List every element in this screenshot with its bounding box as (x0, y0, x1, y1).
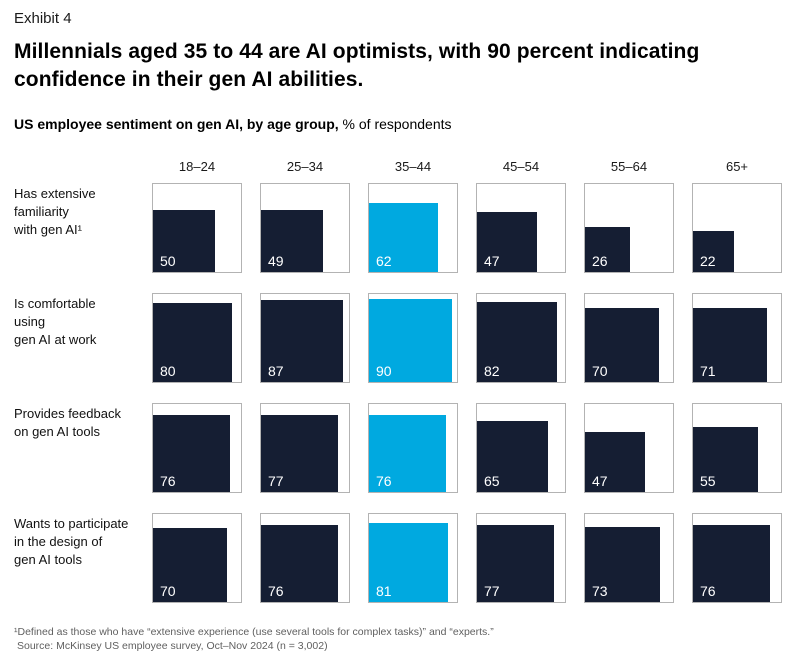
chart-cell: 77 (260, 403, 350, 493)
value-square: 87 (261, 299, 344, 382)
row-label: Wants to participate in the design of ge… (14, 516, 129, 567)
row-label: Provides feedback on gen AI tools (14, 406, 121, 439)
value-label: 50 (160, 253, 176, 269)
chart-cell: 82 (476, 293, 566, 383)
value-square: 26 (585, 227, 630, 272)
chart-cell: 76 (368, 403, 458, 493)
value-square: 55 (693, 426, 759, 492)
page-title: Millennials aged 35 to 44 are AI optimis… (14, 40, 700, 91)
chart-cell: 76 (692, 513, 782, 603)
subtitle-unit: % of respondents (338, 116, 452, 132)
age-group-headers: 18–24 25–34 35–44 45–54 55–64 65+ (14, 158, 786, 175)
chart-cell: 47 (476, 183, 566, 273)
chart-cell: 70 (584, 293, 674, 383)
value-square: 90 (369, 298, 453, 382)
value-label: 62 (376, 253, 392, 269)
subtitle-bold: US employee sentiment on gen AI, by age … (14, 116, 339, 132)
chart-cell: 76 (152, 403, 242, 493)
age-group-header: 55–64 (610, 159, 648, 174)
value-square: 77 (477, 524, 555, 602)
value-label: 71 (700, 363, 716, 379)
value-label: 73 (592, 583, 608, 599)
row-label: Is comfortable using gen AI at work (14, 296, 97, 347)
chart-cell: 76 (260, 513, 350, 603)
value-square: 81 (369, 522, 449, 602)
chart-cell: 22 (692, 183, 782, 273)
value-label: 77 (484, 583, 500, 599)
value-square: 80 (153, 303, 232, 382)
value-square: 62 (369, 202, 439, 272)
chart-grid: Has extensive familiarity with gen AI¹ 50… (14, 183, 786, 603)
value-square: 73 (585, 526, 661, 602)
value-square: 47 (585, 431, 646, 492)
value-label: 87 (268, 363, 284, 379)
value-label: 47 (592, 473, 608, 489)
value-label: 70 (592, 363, 608, 379)
chart-cell: 49 (260, 183, 350, 273)
value-label: 22 (700, 253, 716, 269)
value-label: 55 (700, 473, 716, 489)
value-label: 81 (376, 583, 392, 599)
value-label: 76 (160, 473, 176, 489)
chart-cell: 55 (692, 403, 782, 493)
value-square: 71 (693, 307, 768, 382)
value-label: 77 (268, 473, 284, 489)
chart-cell: 47 (584, 403, 674, 493)
chart-subtitle: US employee sentiment on gen AI, by age … (14, 116, 786, 133)
value-square: 70 (153, 528, 227, 602)
row-label: Has extensive familiarity with gen AI¹ (14, 186, 96, 237)
value-square: 47 (477, 211, 538, 272)
value-square: 70 (585, 308, 659, 382)
value-label: 90 (376, 363, 392, 379)
value-label: 76 (268, 583, 284, 599)
value-label: 76 (700, 583, 716, 599)
chart-cell: 70 (152, 513, 242, 603)
chart-cell: 73 (584, 513, 674, 603)
source-note: Source: McKinsey US employee survey, Oct… (17, 640, 328, 652)
chart-cell: 26 (584, 183, 674, 273)
value-square: 76 (369, 415, 446, 492)
footnote: ¹Defined as those who have “extensive ex… (14, 626, 494, 638)
footer-notes: ¹Defined as those who have “extensive ex… (14, 625, 786, 653)
value-square: 76 (153, 415, 230, 492)
value-label: 82 (484, 363, 500, 379)
chart-cell: 81 (368, 513, 458, 603)
value-square: 22 (693, 230, 735, 272)
chart-cell: 65 (476, 403, 566, 493)
row-label-spacer (14, 158, 134, 175)
value-label: 65 (484, 473, 500, 489)
age-group-header: 35–44 (394, 159, 432, 174)
value-label: 47 (484, 253, 500, 269)
value-square: 49 (261, 210, 323, 272)
chart-cell: 77 (476, 513, 566, 603)
age-group-header: 18–24 (178, 159, 216, 174)
chart-cell: 50 (152, 183, 242, 273)
value-square: 76 (261, 525, 338, 602)
age-group-header: 65+ (725, 159, 749, 174)
value-label: 76 (376, 473, 392, 489)
value-label: 70 (160, 583, 176, 599)
value-square: 50 (153, 209, 216, 272)
chart-cell: 62 (368, 183, 458, 273)
age-group-header: 25–34 (286, 159, 324, 174)
exhibit-label: Exhibit 4 (14, 10, 72, 27)
value-label: 49 (268, 253, 284, 269)
value-square: 82 (477, 302, 557, 382)
chart-cell: 71 (692, 293, 782, 383)
value-square: 76 (693, 525, 770, 602)
value-label: 26 (592, 253, 608, 269)
chart-cell: 80 (152, 293, 242, 383)
chart-cell: 87 (260, 293, 350, 383)
value-label: 80 (160, 363, 176, 379)
value-square: 65 (477, 421, 548, 492)
value-square: 77 (261, 414, 339, 492)
age-group-header: 45–54 (502, 159, 540, 174)
chart-cell: 90 (368, 293, 458, 383)
